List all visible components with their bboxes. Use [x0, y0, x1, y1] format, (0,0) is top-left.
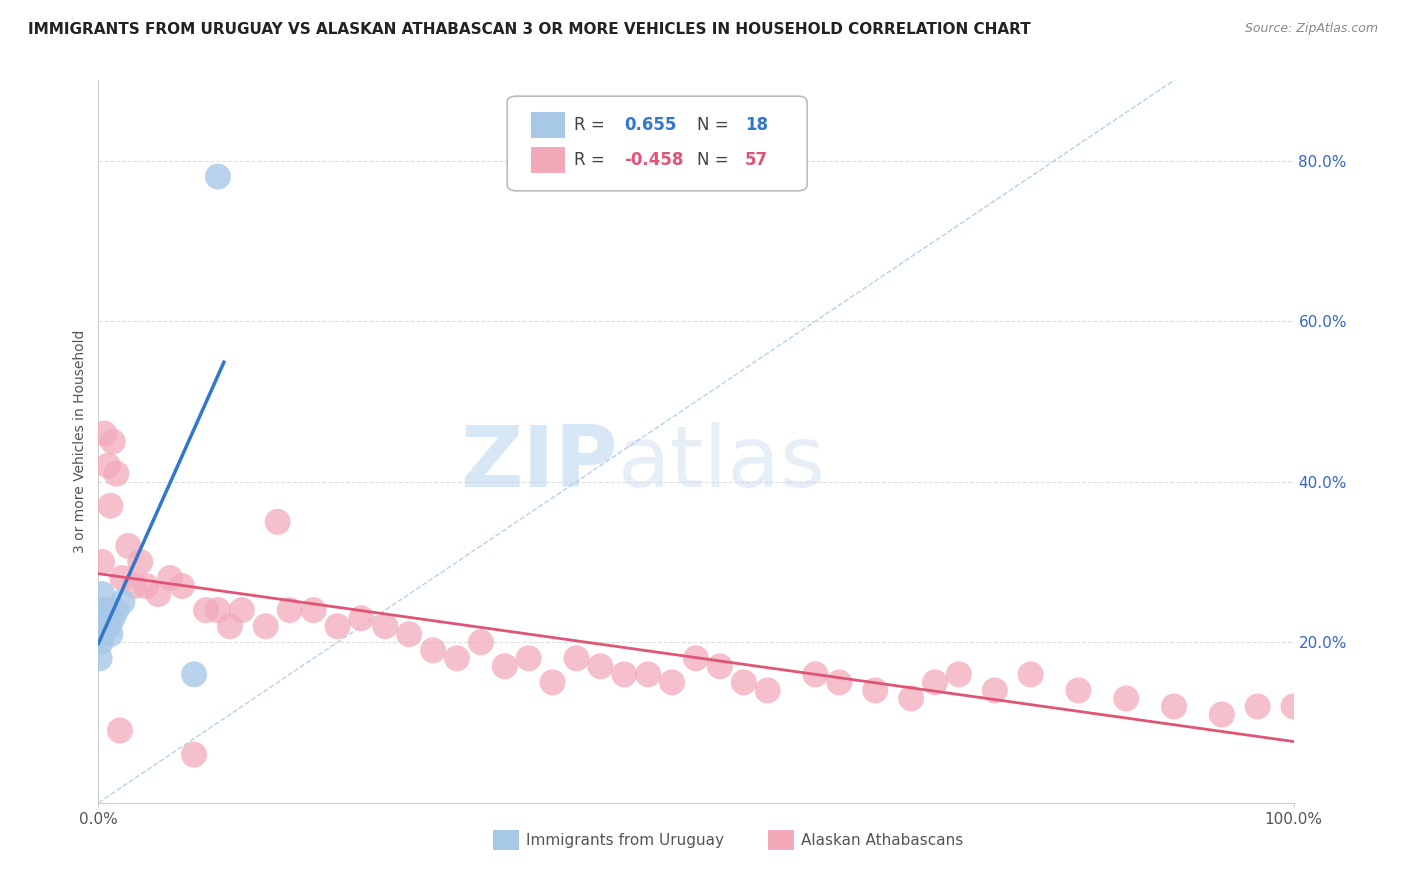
Point: [231, 603, 253, 617]
Point: [93, 426, 115, 441]
Point: [541, 675, 564, 690]
Point: [1019, 667, 1042, 681]
Text: 57: 57: [745, 152, 768, 169]
Point: [219, 619, 242, 633]
Point: [865, 683, 887, 698]
Text: R =: R =: [574, 116, 610, 134]
Point: [135, 579, 157, 593]
Point: [398, 627, 420, 641]
Point: [637, 667, 659, 681]
Text: N =: N =: [697, 116, 734, 134]
Point: [685, 651, 707, 665]
Text: ZIP: ZIP: [461, 422, 619, 505]
Point: [93, 611, 115, 625]
Point: [254, 619, 277, 633]
Point: [1211, 707, 1233, 722]
Point: [302, 603, 325, 617]
Text: -0.458: -0.458: [624, 152, 683, 169]
Point: [709, 659, 731, 673]
Text: Source: ZipAtlas.com: Source: ZipAtlas.com: [1244, 22, 1378, 36]
Point: [94, 603, 117, 617]
Point: [91, 627, 114, 641]
Point: [89, 619, 111, 633]
Point: [984, 683, 1007, 698]
Point: [494, 659, 516, 673]
Point: [613, 667, 636, 681]
Point: [195, 603, 218, 617]
Point: [422, 643, 444, 657]
Bar: [494, 830, 519, 850]
Point: [183, 667, 205, 681]
Point: [828, 675, 851, 690]
Text: IMMIGRANTS FROM URUGUAY VS ALASKAN ATHABASCAN 3 OR MORE VEHICLES IN HOUSEHOLD CO: IMMIGRANTS FROM URUGUAY VS ALASKAN ATHAB…: [28, 22, 1031, 37]
Point: [105, 467, 128, 481]
Bar: [531, 147, 565, 173]
FancyBboxPatch shape: [508, 96, 807, 191]
Point: [517, 651, 540, 665]
Point: [90, 635, 112, 649]
Point: [89, 651, 111, 665]
Point: [1115, 691, 1137, 706]
Point: [446, 651, 468, 665]
Point: [565, 651, 588, 665]
Point: [101, 434, 124, 449]
Text: R =: R =: [574, 152, 610, 169]
Point: [111, 595, 134, 609]
Point: [159, 571, 181, 585]
Point: [148, 587, 170, 601]
Text: N =: N =: [697, 152, 734, 169]
Point: [91, 555, 114, 569]
Text: 0.655: 0.655: [624, 116, 676, 134]
Point: [1163, 699, 1185, 714]
Bar: [768, 830, 794, 850]
Text: 18: 18: [745, 116, 768, 134]
Point: [900, 691, 922, 706]
Point: [98, 627, 122, 641]
Point: [91, 587, 114, 601]
Point: [129, 555, 152, 569]
Point: [96, 619, 118, 633]
Point: [661, 675, 683, 690]
Point: [278, 603, 301, 617]
Point: [756, 683, 779, 698]
Bar: [531, 112, 565, 138]
Point: [207, 603, 229, 617]
Point: [267, 515, 290, 529]
Point: [172, 579, 194, 593]
Point: [91, 619, 114, 633]
Point: [350, 611, 373, 625]
Point: [98, 619, 121, 633]
Point: [183, 747, 205, 762]
Y-axis label: 3 or more Vehicles in Household: 3 or more Vehicles in Household: [73, 330, 87, 553]
Point: [374, 619, 396, 633]
Point: [111, 571, 134, 585]
Point: [948, 667, 970, 681]
Point: [117, 539, 139, 553]
Text: Immigrants from Uruguay: Immigrants from Uruguay: [526, 833, 724, 848]
Point: [733, 675, 755, 690]
Point: [589, 659, 612, 673]
Point: [98, 499, 122, 513]
Point: [97, 458, 120, 473]
Point: [97, 611, 120, 625]
Point: [124, 579, 146, 593]
Point: [804, 667, 827, 681]
Point: [90, 603, 112, 617]
Text: atlas: atlas: [619, 422, 827, 505]
Point: [207, 169, 229, 184]
Point: [1067, 683, 1090, 698]
Point: [105, 603, 128, 617]
Point: [470, 635, 492, 649]
Point: [924, 675, 946, 690]
Point: [1247, 699, 1270, 714]
Text: Alaskan Athabascans: Alaskan Athabascans: [801, 833, 963, 848]
Point: [108, 723, 131, 738]
Point: [326, 619, 349, 633]
Point: [101, 611, 124, 625]
Point: [1282, 699, 1305, 714]
